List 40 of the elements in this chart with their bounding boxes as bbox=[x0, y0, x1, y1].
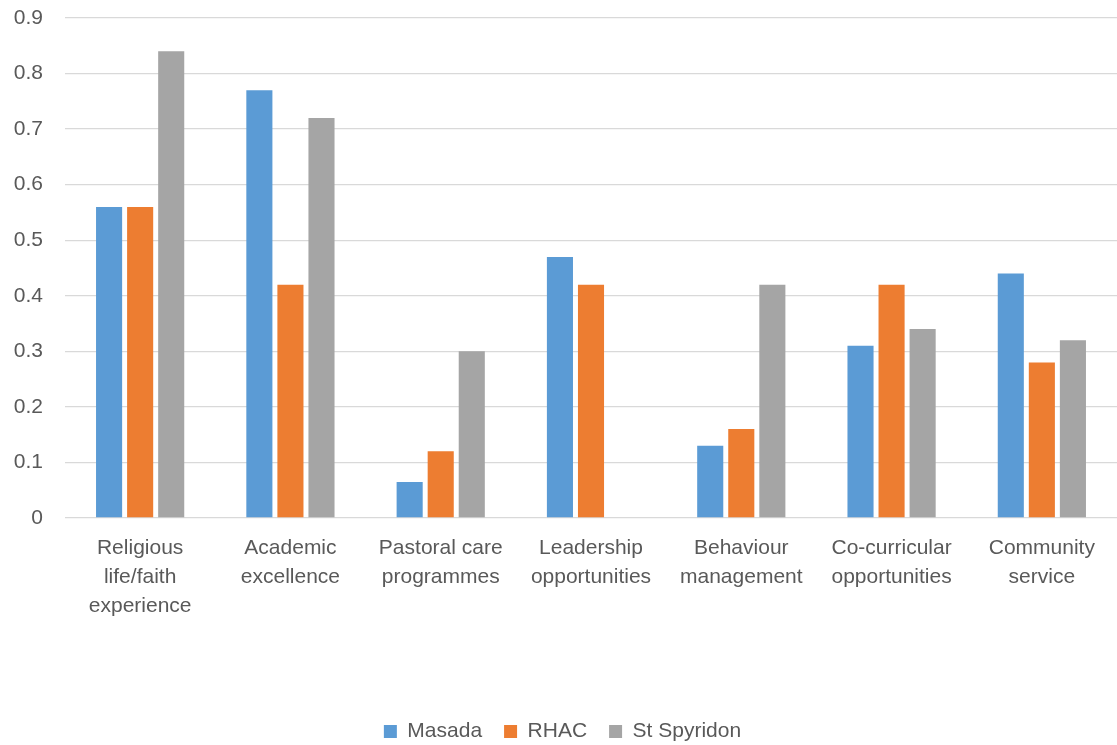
y-tick-label: 0.4 bbox=[13, 282, 44, 306]
legend-label: RHAC bbox=[527, 718, 588, 742]
legend-label: Masada bbox=[407, 718, 483, 742]
y-tick-label: 0.3 bbox=[13, 338, 43, 362]
bar bbox=[246, 90, 273, 518]
x-tick-label: Behaviour management bbox=[680, 535, 803, 588]
x-tick-label: Academic excellence bbox=[240, 535, 341, 588]
y-tick-label: 0.6 bbox=[13, 171, 43, 195]
y-tick-label: 0.9 bbox=[13, 4, 43, 28]
bar bbox=[546, 256, 573, 518]
bar bbox=[878, 284, 905, 518]
y-tick-label: 0.7 bbox=[13, 115, 43, 139]
bar bbox=[308, 118, 335, 518]
bar bbox=[847, 345, 874, 518]
bar bbox=[127, 206, 154, 518]
y-tick-label: 0.1 bbox=[13, 449, 43, 473]
bar bbox=[909, 329, 936, 518]
bar bbox=[277, 284, 304, 518]
bar bbox=[396, 481, 423, 518]
bar bbox=[759, 284, 786, 518]
x-tick-label: Community service bbox=[988, 535, 1096, 588]
bar bbox=[577, 284, 605, 518]
bar bbox=[458, 351, 485, 518]
bar bbox=[1059, 340, 1086, 518]
bar bbox=[697, 445, 724, 518]
y-tick-label: 0 bbox=[31, 504, 43, 528]
bar bbox=[158, 51, 185, 518]
x-tick-label: Co-curricular opportunities bbox=[831, 535, 952, 588]
bar bbox=[427, 451, 454, 518]
legend-label: St Spyridon bbox=[632, 718, 742, 742]
y-tick-label: 0.5 bbox=[13, 227, 43, 251]
x-tick-label: Leadership opportunities bbox=[530, 535, 652, 588]
bar bbox=[1028, 362, 1055, 518]
bar bbox=[96, 206, 123, 518]
y-tick-label: 0.8 bbox=[13, 60, 43, 84]
y-tick-label: 0.2 bbox=[13, 393, 43, 417]
bar bbox=[728, 429, 755, 518]
bar bbox=[997, 273, 1024, 518]
x-tick-label: Religious life/faith experience bbox=[88, 535, 192, 617]
x-tick-label: Pastoral care programmes bbox=[378, 535, 503, 588]
